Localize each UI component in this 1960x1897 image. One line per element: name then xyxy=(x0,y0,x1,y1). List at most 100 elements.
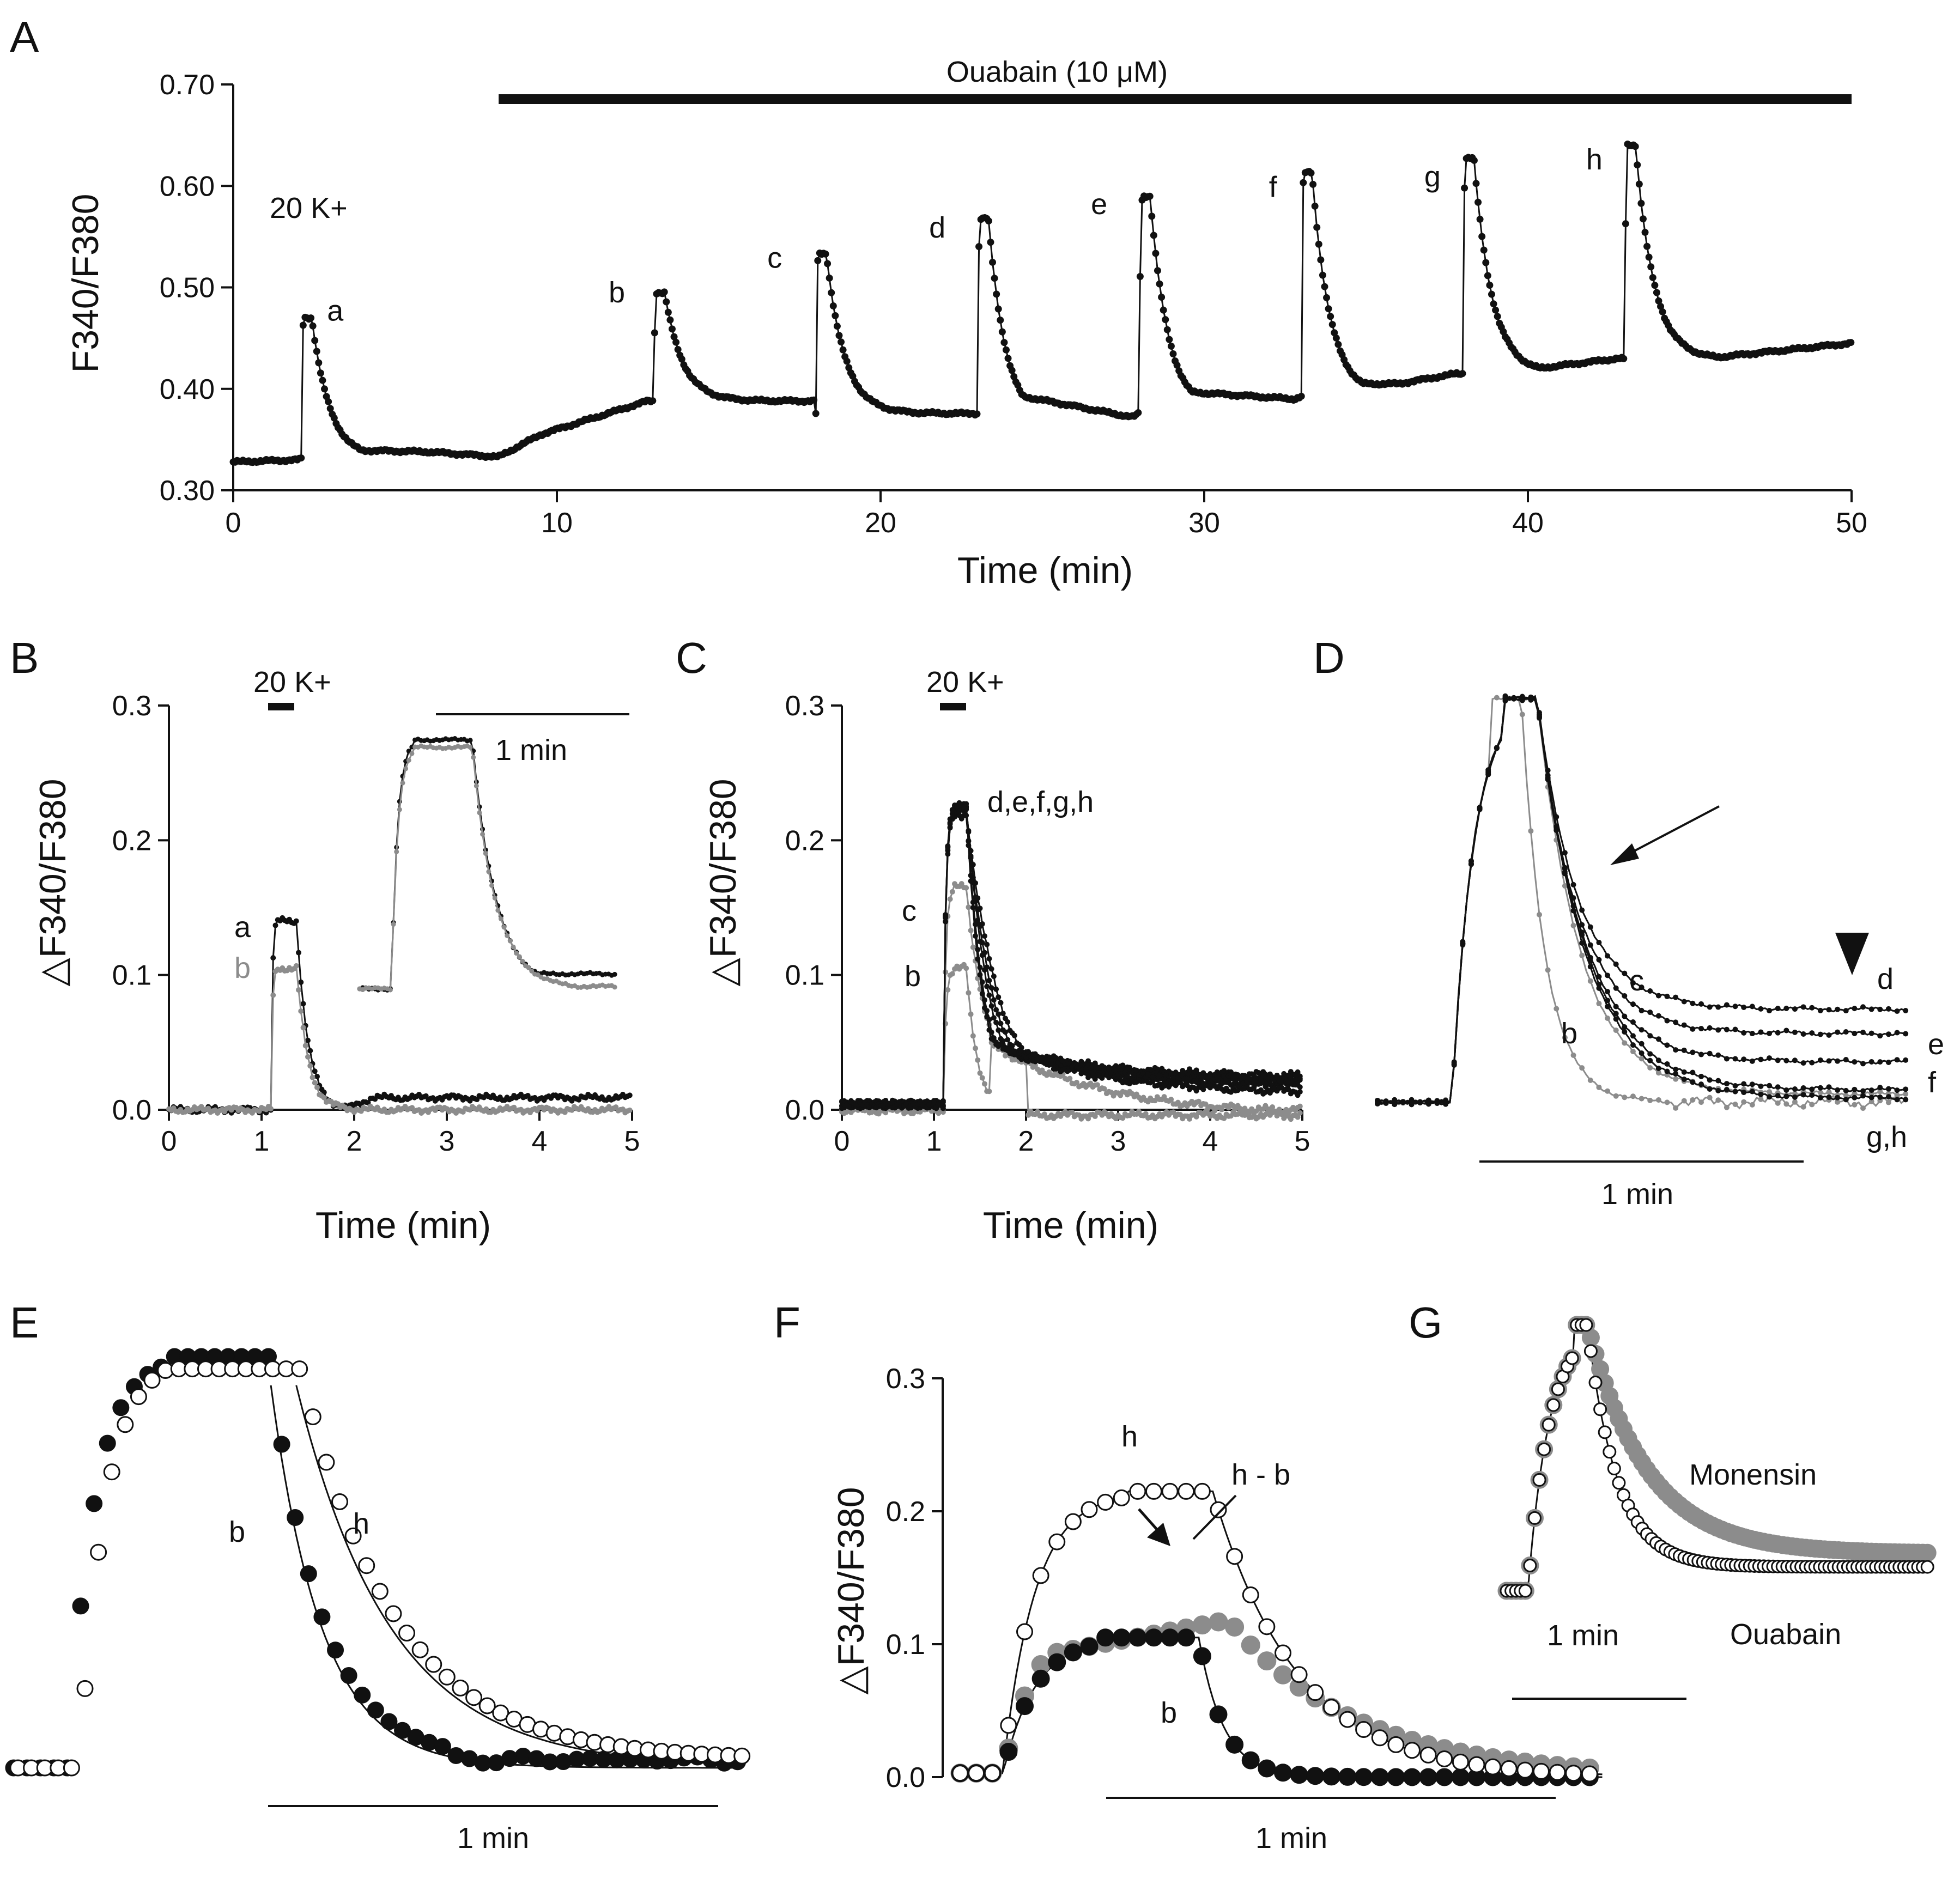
panel-d-trace-g-point xyxy=(1749,1081,1755,1087)
panel-b-trace-a-point xyxy=(305,1037,311,1043)
panel-d-trace-b-point xyxy=(1885,1099,1891,1105)
panel-d-trace-h-point xyxy=(1383,1100,1389,1106)
panel-e-point-b xyxy=(300,1565,317,1583)
panel-b-trace-b-point xyxy=(270,992,276,998)
panel-c-trace-b-point xyxy=(981,1081,987,1087)
panel-b-x-tick-label: 1 xyxy=(254,1126,270,1157)
panel-c-trace-c-point xyxy=(1073,1079,1079,1085)
panel-f-point-h xyxy=(1064,1513,1082,1530)
panel-b-trace-b-line xyxy=(168,964,630,1115)
panel-d-trace-h-point xyxy=(1877,1094,1883,1100)
panel-f-point-h xyxy=(1113,1489,1130,1506)
panel-d-trace-e-point xyxy=(1894,1030,1900,1036)
panel-a-trace-point xyxy=(1148,212,1156,220)
panel-f-point-h xyxy=(1484,1758,1502,1776)
panel-c-trace-c-point xyxy=(1270,1104,1276,1110)
panel-a-trace-point xyxy=(987,239,994,246)
panel-c-trace-b-point xyxy=(986,1089,992,1095)
panel-c-trace-e-point xyxy=(991,997,997,1003)
panel-d-trace-e-point xyxy=(1885,1031,1891,1037)
panel-a-y-tick-label: 0.40 xyxy=(160,374,215,405)
panel-a-trace-point xyxy=(298,454,305,462)
panel-d-trace-f-point xyxy=(1868,1059,1874,1065)
panel-d-trace-f-point xyxy=(1783,1057,1789,1063)
panel-d-trace-f-point xyxy=(1749,1058,1755,1064)
panel-a-trace-point xyxy=(838,338,845,346)
panel-d-trace-f-point xyxy=(1800,1060,1806,1066)
panel-b-trace-b-point xyxy=(300,1025,306,1031)
panel-a-trace-point xyxy=(663,298,670,306)
panel-b-y-axis-title: △F340/F380 xyxy=(32,779,74,986)
panel-a-trace-point xyxy=(1146,192,1154,200)
panel-a-trace-point xyxy=(1490,300,1497,308)
panel-f-point-b xyxy=(1096,1628,1115,1647)
panel-d-trace-d-point xyxy=(1681,999,1687,1005)
panel-b-x-tick-label: 3 xyxy=(439,1126,455,1157)
panel-d-trace-f-point xyxy=(1792,1057,1798,1063)
panel-f-point-b xyxy=(1209,1705,1228,1724)
panel-a-trace-point xyxy=(1173,361,1181,369)
panel-e-point-h xyxy=(76,1680,94,1697)
panel-a-trace-point xyxy=(307,314,315,322)
panel-g-scale-label: 1 min xyxy=(1547,1619,1619,1652)
panel-a-trace-point xyxy=(1635,180,1643,188)
panel-f-point-h xyxy=(1532,1762,1550,1780)
panel-f-point-h xyxy=(1452,1753,1469,1771)
panel-c-trace-f-point xyxy=(1200,1086,1206,1092)
panel-d-trace-f-point xyxy=(1724,1056,1730,1062)
panel-c-trace-h-point xyxy=(1251,1079,1257,1085)
panel-d-trace-g-point xyxy=(1622,1024,1628,1030)
panel-d-trace-e-point xyxy=(1903,1031,1909,1037)
panel-f-point-h xyxy=(1210,1501,1227,1518)
panel-a-trace-point xyxy=(1492,306,1500,314)
panel-a-trace-point xyxy=(1645,253,1653,261)
panel-c-trace-e-point xyxy=(993,1007,999,1013)
panel-d-trace-h-point xyxy=(1554,827,1559,833)
panel-a-trace-point xyxy=(1494,313,1501,320)
panel-e-point-h xyxy=(452,1679,469,1697)
panel-a-trace-point xyxy=(1134,409,1142,417)
panel-c-trace-h-point xyxy=(931,1100,937,1106)
panel-d-trace-d-point xyxy=(1613,961,1619,967)
panel-c-trace-h-point xyxy=(998,1041,1004,1047)
panel-d-trace-e-point xyxy=(1817,1031,1823,1037)
panel-d-trace-b-point xyxy=(1664,1099,1670,1105)
panel-d-trace-f-point xyxy=(1707,1050,1713,1056)
panel-b-inset-trace-b-point xyxy=(409,751,415,756)
panel-d-trace-c-point xyxy=(1570,922,1576,928)
panel-a-trace-point xyxy=(1631,143,1639,150)
panel-d-trace-b-point xyxy=(1732,1101,1738,1107)
panel-a-trace-point xyxy=(1297,392,1305,400)
panel-d-trace-h-point xyxy=(1502,695,1508,701)
panel-d-label-gh: g,h xyxy=(1866,1121,1907,1153)
panel-c-trace-b-point xyxy=(1041,1111,1047,1117)
panel-d-trace-c-point xyxy=(1817,1090,1823,1096)
panel-d-trace-h-point xyxy=(1613,1016,1619,1022)
panel-a-trace-point xyxy=(1319,271,1326,279)
panel-f-point-h xyxy=(1307,1684,1324,1701)
panel-a-trace-point xyxy=(997,317,1004,324)
panel-d-trace-h-point xyxy=(1724,1086,1730,1092)
panel-d-trace-b-point xyxy=(1613,1093,1619,1099)
panel-a-trace-point xyxy=(824,260,832,267)
panel-d-trace-e-point xyxy=(1800,1031,1806,1037)
panel-f-point-h xyxy=(1436,1750,1453,1767)
panel-b-label-b: b xyxy=(234,952,251,984)
panel-c-trace-b-point xyxy=(1069,1109,1075,1115)
panel-d-trace-g-point xyxy=(1792,1086,1798,1092)
panel-b-trace-a-point xyxy=(627,1092,633,1098)
panel-a-trace-point xyxy=(1470,156,1478,164)
panel-a-trace-point xyxy=(1478,233,1486,240)
panel-d-trace-b-point xyxy=(1587,1077,1593,1083)
panel-d-trace-h-point xyxy=(1425,1097,1431,1103)
panel-d-trace-f-point xyxy=(1885,1059,1891,1065)
panel-a-trace-point xyxy=(674,345,682,353)
panel-d-trace-b-point xyxy=(1596,1084,1602,1090)
panel-f-point-h xyxy=(1339,1711,1356,1728)
panel-a-trace-point xyxy=(651,329,658,337)
panel-c-y-tick-label: 0.1 xyxy=(785,960,824,992)
panel-b-inset-trace-b-point xyxy=(517,954,522,959)
panel-c-label-c: c xyxy=(902,895,917,927)
panel-d-trace-c-point xyxy=(1843,1092,1849,1098)
panel-a-trace-point xyxy=(672,338,680,346)
